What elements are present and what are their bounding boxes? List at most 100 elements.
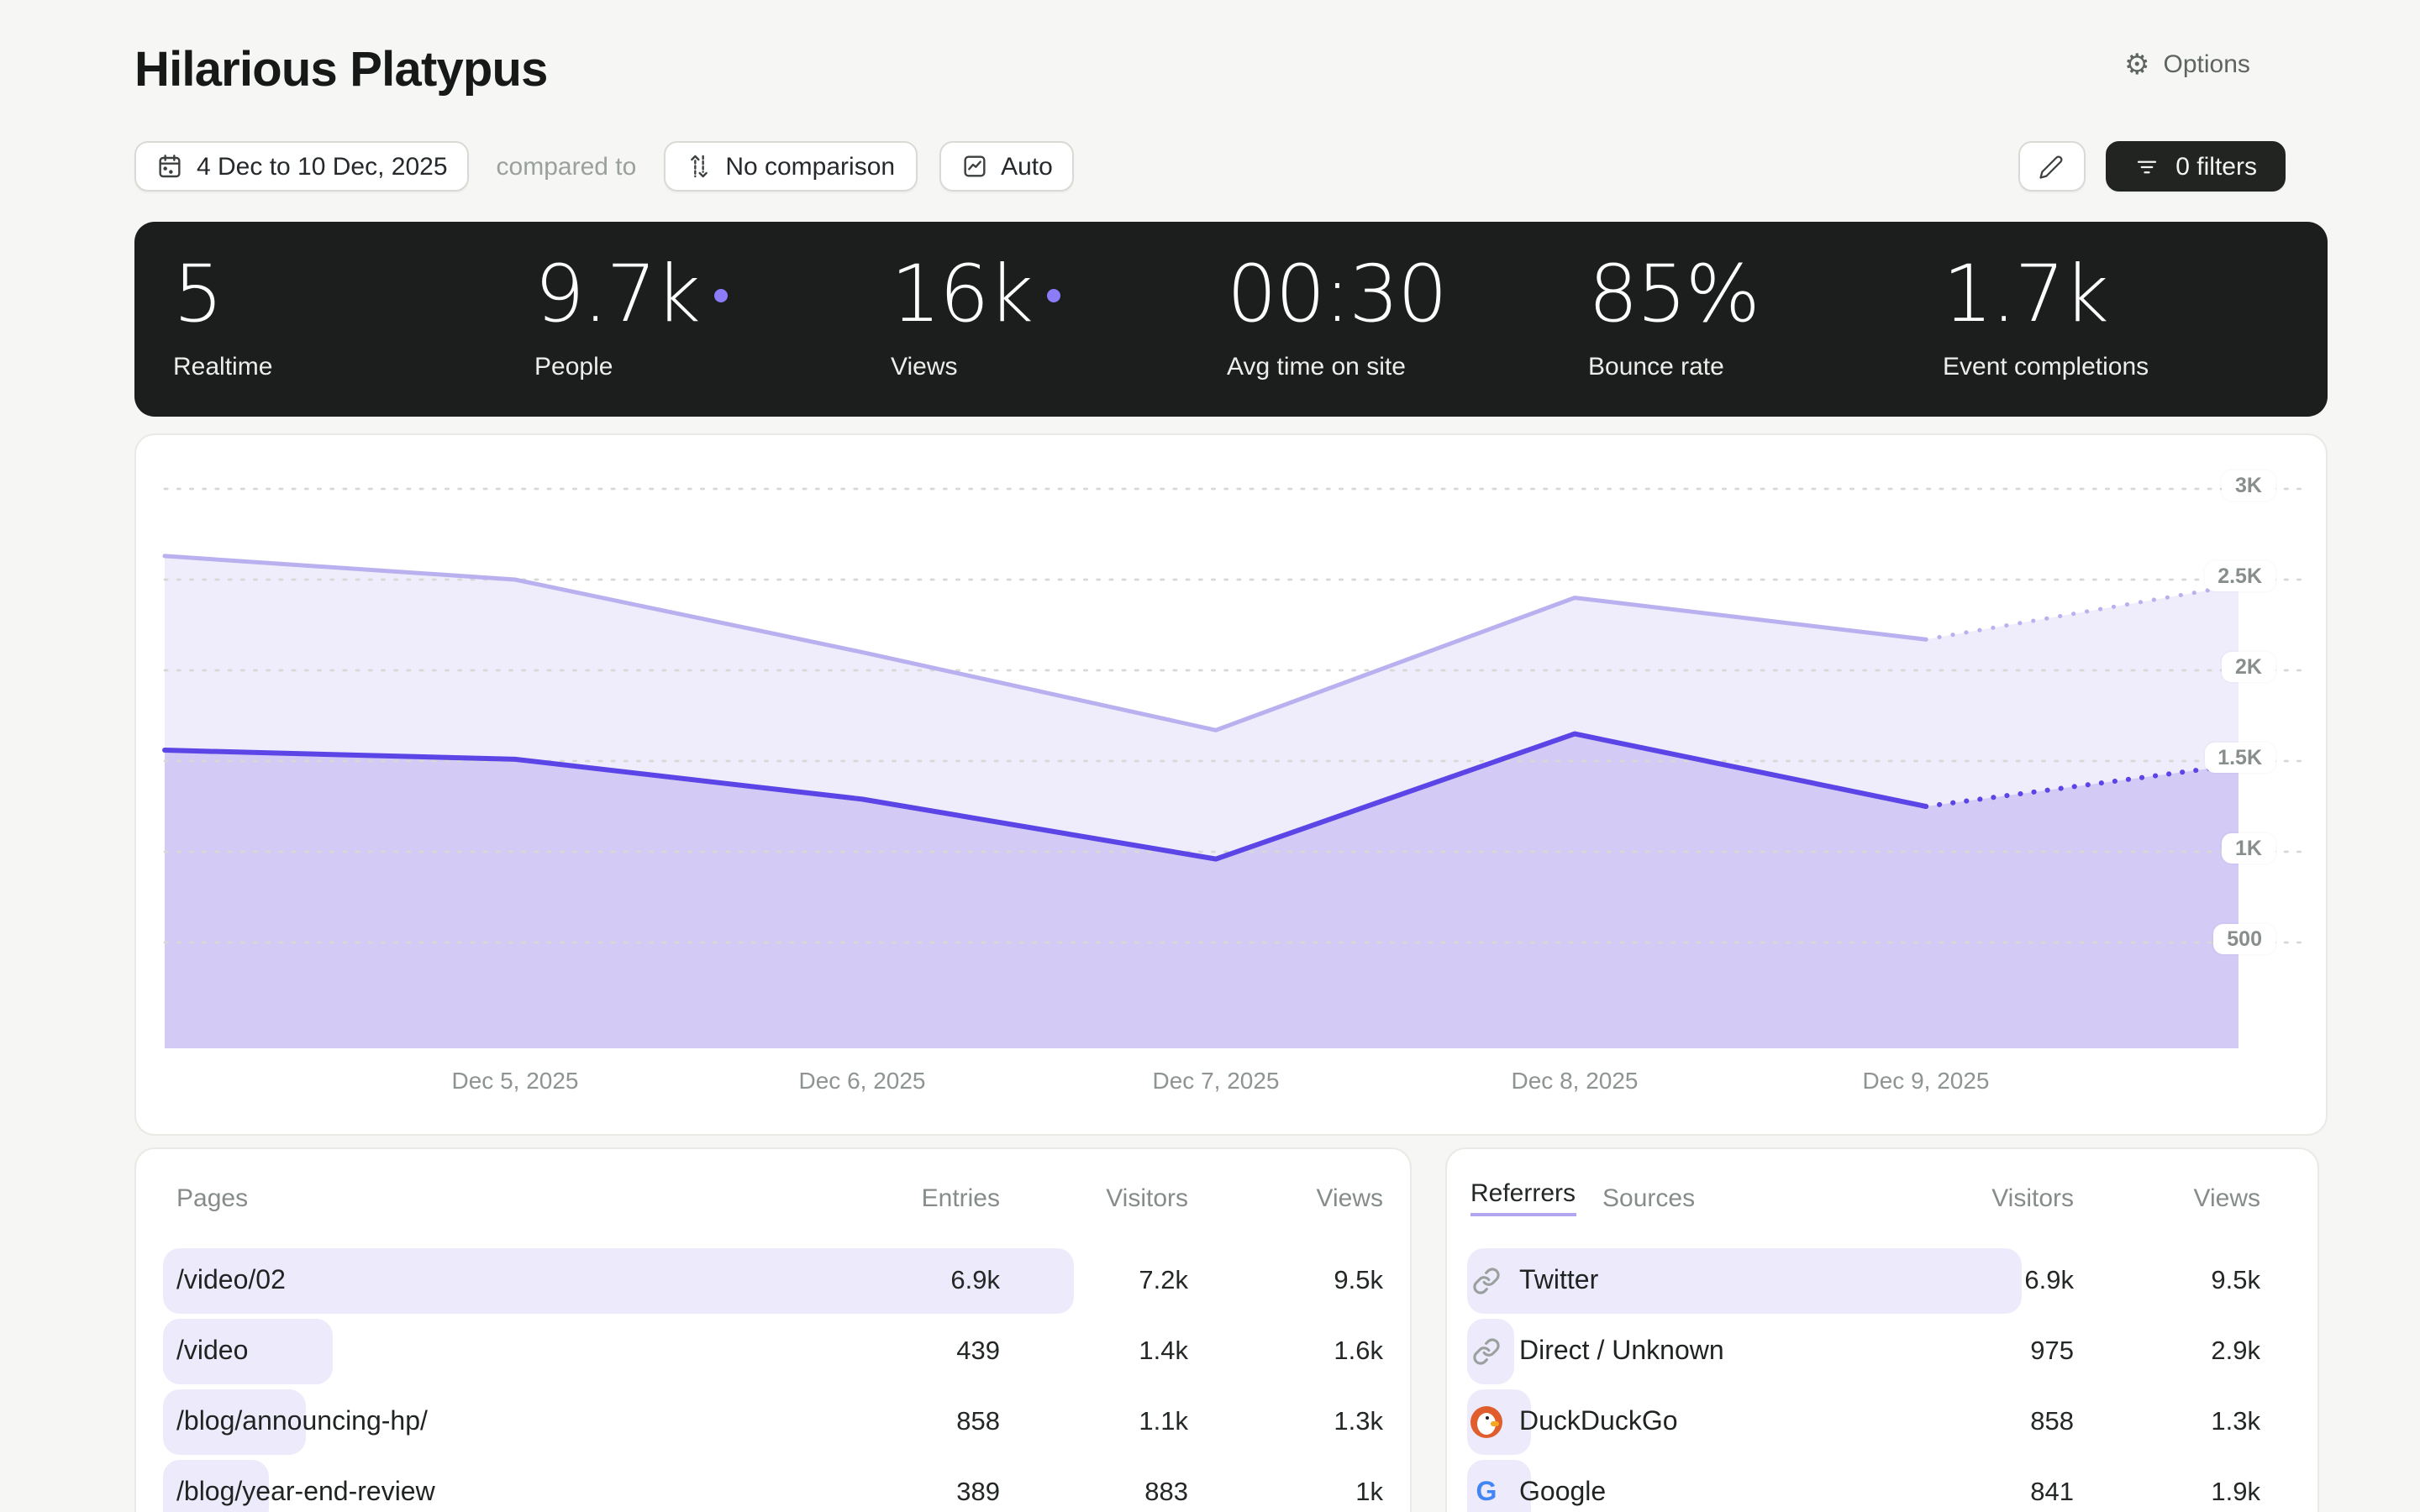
pages-table-body: /video/02 6.9k 7.2k 9.5k/video 439 1.4k 1.6k/b… [163, 1247, 1383, 1512]
series-dot-icon [1047, 289, 1061, 302]
edit-button[interactable] [2018, 141, 2086, 192]
compare-arrows-icon [690, 155, 708, 178]
filter-icon [2137, 160, 2156, 173]
date-range-label: 4 Dec to 10 Dec, 2025 [197, 152, 448, 181]
table-row[interactable]: /blog/year-end-review 389 883 1k [163, 1458, 1383, 1512]
date-range-button[interactable]: 4 Dec to 10 Dec, 2025 [134, 141, 470, 192]
row-bar [1467, 1319, 1515, 1384]
table-row[interactable]: Direct / Unknown 975 2.9k [1467, 1317, 2260, 1386]
stat-people: 9.7k People [534, 249, 728, 381]
row-bar [163, 1248, 1074, 1314]
ref-views-column-header: Views [2193, 1184, 2261, 1212]
google-icon: G [1476, 1478, 1497, 1506]
table-row[interactable]: G Google 841 1.9k [1467, 1458, 2260, 1512]
interval-button[interactable]: Auto [939, 141, 1075, 192]
tab-sources[interactable]: Sources [1602, 1184, 1696, 1212]
visitors-value: 7.2k [1139, 1266, 1188, 1294]
referrer-name: DuckDuckGo [1467, 1406, 1889, 1438]
stat-label: Realtime [173, 353, 273, 381]
referrers-table-body: Twitter 6.9k 9.5k Direct / Unknown 975 2.9k Du… [1467, 1247, 2260, 1512]
stat-label: Bounce rate [1588, 353, 1724, 381]
stat-value: 85% [1588, 249, 1760, 341]
duckduckgo-icon [1470, 1406, 1502, 1438]
line-views [162, 554, 1928, 732]
page-path: /blog/year-end-review [176, 1478, 435, 1506]
stat-value: 16k [891, 249, 1034, 341]
views-value: 9.5k [2211, 1266, 2260, 1294]
page-path: /video/02 [176, 1266, 286, 1294]
projected-line-people [1923, 762, 2241, 809]
page-path: /video [176, 1336, 249, 1365]
views-column-header: Views [1316, 1184, 1384, 1212]
entries-value: 858 [956, 1407, 1000, 1436]
ref-visitors-column-header: Visitors [1991, 1184, 2074, 1212]
views-value: 1.9k [2211, 1478, 2260, 1506]
pages-table-header: Pages Entries Visitors Views [163, 1176, 1383, 1220]
comparison-label: No comparison [725, 152, 896, 181]
referrer-name: G Google [1476, 1478, 1607, 1506]
filters-button[interactable]: 0 filters [2105, 141, 2286, 192]
visitors-value: 841 [2030, 1478, 2074, 1506]
options-button[interactable]: ⚙ Options [2124, 50, 2250, 79]
pencil-icon [2039, 155, 2063, 178]
table-row[interactable]: Twitter 6.9k 9.5k [1467, 1247, 2260, 1315]
row-bar [163, 1460, 270, 1512]
pages-column-header: Pages [176, 1184, 249, 1212]
views-value: 2.9k [2211, 1336, 2260, 1365]
tab-referrers[interactable]: Referrers [1470, 1179, 1576, 1216]
y-axis-label: 3K [2222, 470, 2275, 501]
comparison-button[interactable]: No comparison [663, 141, 918, 192]
entries-value: 6.9k [950, 1266, 1000, 1294]
traffic-area-chart[interactable]: 3K 2.5K 2K 1.5K 1K 500 Dec 5, 2025 Dec 6, 2025 D… [136, 435, 2326, 1134]
stat-views: 16k Views [891, 249, 1061, 381]
stat-value: 00:30 [1227, 249, 1448, 341]
stat-label: Event completions [1943, 353, 2149, 381]
table-row[interactable]: /video 439 1.4k 1.6k [163, 1317, 1383, 1386]
visitors-column-header: Visitors [1106, 1184, 1188, 1212]
stat-label: Avg time on site [1227, 353, 1406, 381]
page-path: /blog/announcing-hp/ [176, 1407, 428, 1436]
stats-bar: 5 Realtime 9.7k People 16k Views 00:30 Avg time… [134, 222, 2328, 417]
line-people [162, 731, 1928, 862]
referrer-name: Direct / Unknown [1467, 1336, 1889, 1368]
visitors-value: 858 [2030, 1407, 2074, 1436]
table-row[interactable]: /video/02 6.9k 7.2k 9.5k [163, 1247, 1383, 1315]
y-axis-label: 1K [2222, 833, 2275, 864]
area-fill-people [165, 733, 2238, 1048]
interval-label: Auto [1001, 152, 1053, 181]
views-value: 1.3k [1334, 1407, 1383, 1436]
calendar-icon [159, 155, 181, 178]
table-row[interactable]: /blog/announcing-hp/858 1.1k 1.3k [163, 1388, 1383, 1457]
pages-card: Pages Entries Visitors Views /video/02 6.… [134, 1147, 1412, 1512]
referrers-table-header: Referrers Sources Visitors Views [1467, 1176, 2260, 1220]
row-bar [163, 1319, 333, 1384]
stat-value: 9.7k [534, 249, 701, 341]
visitors-value: 1.1k [1139, 1407, 1188, 1436]
referrers-card: Referrers Sources Visitors Views Twitter… [1445, 1147, 2319, 1512]
visitors-value: 883 [1144, 1478, 1188, 1506]
toolbar-right: 0 filters [2018, 141, 2286, 192]
x-axis-label: Dec 7, 2025 [1152, 1067, 1280, 1094]
page-title: Hilarious Platypus [134, 44, 548, 97]
row-bar [1467, 1248, 2023, 1314]
toolbar: 4 Dec to 10 Dec, 2025 compared to No com… [134, 141, 2286, 192]
y-axis-label: 2.5K [2204, 561, 2275, 591]
series-dot-icon [713, 289, 728, 302]
entries-value: 389 [956, 1478, 1000, 1506]
x-axis-label: Dec 6, 2025 [798, 1067, 926, 1094]
entries-column-header: Entries [921, 1184, 1000, 1212]
toolbar-left: 4 Dec to 10 Dec, 2025 compared to No com… [134, 141, 1075, 192]
link-icon [1473, 1268, 1500, 1294]
chart-card: 3K 2.5K 2K 1.5K 1K 500 Dec 5, 2025 Dec 6, 2025 D… [134, 433, 2328, 1136]
options-label: Options [2163, 50, 2250, 79]
x-axis-label: Dec 5, 2025 [451, 1067, 579, 1094]
stat-value: 5 [173, 249, 224, 341]
filters-label: 0 filters [2175, 152, 2257, 181]
table-row[interactable]: DuckDuckGo 858 1.3k [1467, 1388, 2260, 1457]
stat-bounce-rate: 85% Bounce rate [1588, 249, 1760, 381]
y-axis-label: 1.5K [2204, 743, 2275, 773]
views-value: 1.6k [1334, 1336, 1383, 1365]
line-chart-icon [963, 155, 985, 177]
referrer-name: Twitter [1467, 1265, 1889, 1297]
